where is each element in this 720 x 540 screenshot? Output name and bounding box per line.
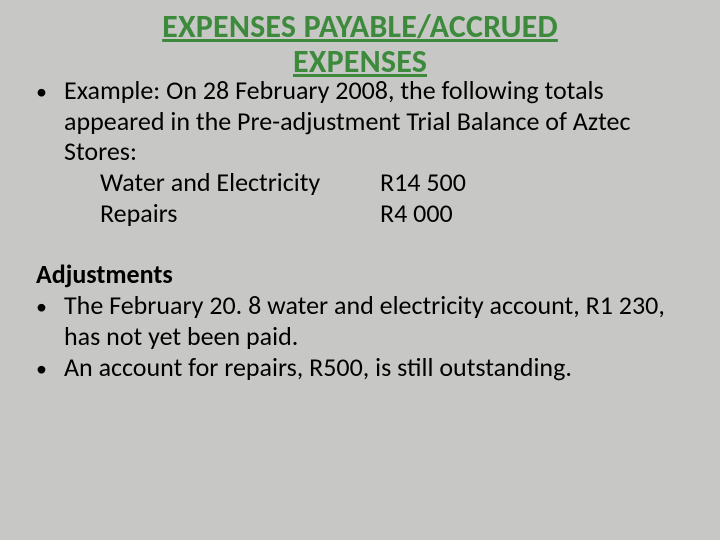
example-bullet: • Example: On 28 February 2008, the foll… [36, 75, 684, 167]
adjustment-bullet: • An account for repairs, R500, is still… [36, 352, 684, 383]
slide: EXPENSES PAYABLE/ACCRUED EXPENSES • Exam… [0, 10, 720, 540]
bullet-dot-icon: • [36, 352, 64, 382]
ledger-label: Water and Electricity [100, 167, 380, 198]
example-block: • Example: On 28 February 2008, the foll… [36, 75, 684, 228]
ledger-amount: R4 000 [380, 198, 453, 229]
adjustment-bullet: • The February 20. 8 water and electrici… [36, 290, 684, 351]
example-intro: Example: On 28 February 2008, the follow… [64, 75, 684, 167]
bullet-dot-icon: • [36, 290, 64, 320]
spacer [0, 228, 720, 258]
ledger-row: Water and Electricity R14 500 [100, 167, 684, 198]
adjustment-text: An account for repairs, R500, is still o… [64, 352, 684, 383]
ledger-row: Repairs R4 000 [100, 198, 684, 229]
bullet-dot-icon: • [36, 75, 64, 105]
ledger-amount: R14 500 [380, 167, 466, 198]
ledger-items: Water and Electricity R14 500 Repairs R4… [100, 167, 684, 228]
slide-title: EXPENSES PAYABLE/ACCRUED EXPENSES [40, 10, 680, 79]
ledger-label: Repairs [100, 198, 380, 229]
title-line-1: EXPENSES PAYABLE/ACCRUED [162, 7, 558, 46]
adjustment-text: The February 20. 8 water and electricity… [64, 290, 684, 351]
adjustments-block: • The February 20. 8 water and electrici… [36, 290, 684, 382]
adjustments-heading: Adjustments [36, 258, 720, 290]
